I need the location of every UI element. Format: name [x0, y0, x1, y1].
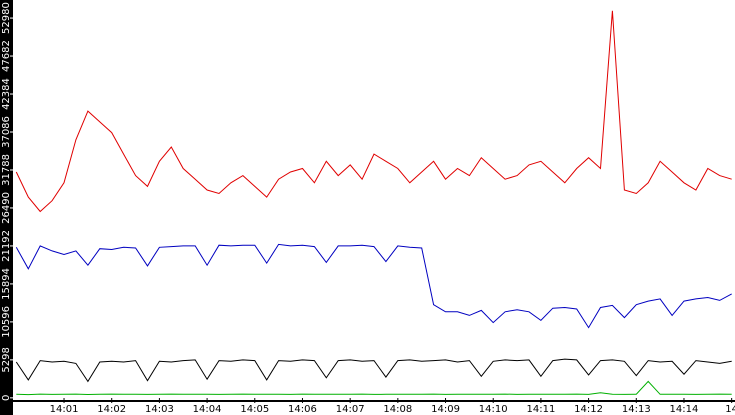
x-tick-label: 14:10 — [479, 404, 508, 415]
x-tick-label: 14:11 — [526, 404, 555, 415]
y-tick-label: 10596 — [1, 306, 12, 338]
y-tick-label: 37086 — [1, 116, 12, 148]
y-tick-label: 15894 — [1, 268, 12, 300]
x-tick-label: 14:05 — [240, 404, 269, 415]
x-tick-label: 14:04 — [193, 404, 222, 415]
x-tick-label: 14:13 — [622, 404, 651, 415]
y-tick-label: 5298 — [1, 347, 12, 372]
series-line — [15, 243, 732, 329]
y-tick-label: 0 — [1, 395, 12, 401]
x-tick-label: 14:12 — [574, 404, 603, 415]
x-tick-label: 14 — [725, 404, 735, 415]
y-tick-label: 26490 — [1, 192, 12, 224]
y-tick-label: 21192 — [1, 230, 12, 262]
x-tick-label: 14:09 — [431, 404, 460, 415]
x-tick-label: 14:14 — [670, 404, 699, 415]
x-tick-label: 14:01 — [50, 404, 79, 415]
series-line — [16, 380, 732, 396]
x-tick-label: 14:02 — [97, 404, 126, 415]
y-tick-label: 52980 — [1, 2, 12, 34]
x-tick-label: 14:07 — [336, 404, 365, 415]
y-tick-label: 42384 — [1, 78, 12, 110]
x-tick-label: 14:03 — [145, 404, 174, 415]
x-tick-label: 14:08 — [383, 404, 412, 415]
y-tick-label: 31788 — [1, 154, 12, 186]
x-tick-label: 14:06 — [288, 404, 317, 415]
y-tick-label: 47682 — [1, 40, 12, 72]
series-line — [15, 10, 732, 213]
series-line — [15, 358, 732, 383]
y-axis-strip — [0, 0, 13, 415]
